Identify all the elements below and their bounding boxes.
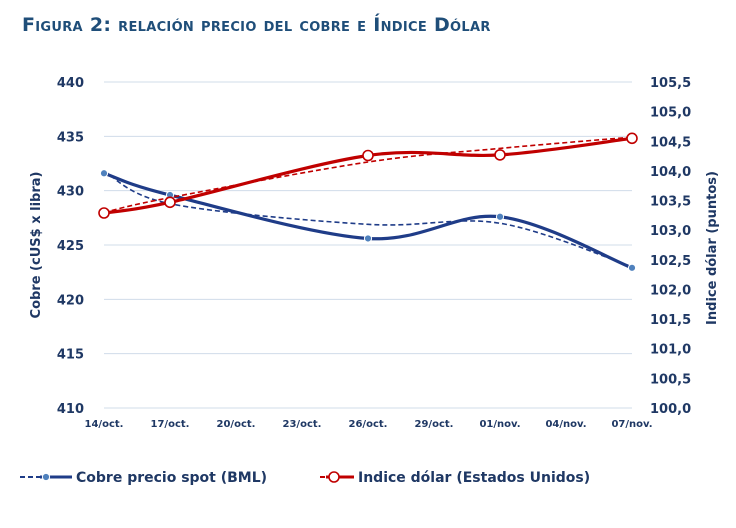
- y2-tick-label: 105,5: [650, 76, 691, 91]
- y-tick-label: 435: [57, 130, 84, 145]
- x-tick-label: 04/nov.: [545, 419, 586, 430]
- cobre-trend-line: [103, 170, 633, 268]
- indice-dolar-data-point: [362, 149, 374, 162]
- x-tick-label: 07/nov.: [611, 419, 652, 430]
- cobre-data-point: [495, 212, 505, 221]
- indice-dolar-data-point: [626, 132, 638, 145]
- y2-axis-title: Indice dólar (puntos): [705, 171, 720, 325]
- legend-item-cobre: Cobre precio spot (BML): [20, 470, 267, 486]
- x-tick-label: 26/oct.: [349, 419, 388, 430]
- x-tick-label: 23/oct.: [283, 419, 322, 430]
- y2-tick-label: 103,0: [650, 224, 691, 239]
- x-tick-label: 29/oct.: [415, 419, 454, 430]
- cobre-data-point: [99, 169, 109, 178]
- legend-label: Indice dólar (Estados Unidos): [358, 470, 590, 486]
- y2-tick-label: 102,5: [650, 254, 691, 269]
- indice-dolar-data-point: [494, 149, 506, 161]
- legend-label: Cobre precio spot (BML): [76, 470, 267, 486]
- x-tick-label: 01/nov.: [479, 419, 520, 430]
- y-axis-title: Cobre (cUS$ x libra): [29, 172, 44, 319]
- y2-tick-label: 100,5: [650, 372, 691, 387]
- indice-dolar-data-point: [164, 196, 176, 209]
- cobre-data-point: [363, 234, 373, 243]
- indice-dolar-trend-line: [103, 136, 633, 214]
- indice-dolar-series-line: [102, 136, 634, 215]
- y-tick-label: 430: [57, 185, 84, 200]
- x-tick-label: 17/oct.: [151, 419, 190, 430]
- y2-tick-label: 101,5: [650, 313, 691, 328]
- y2-tick-label: 104,5: [650, 135, 691, 150]
- chart-title: Figura 2: relación precio del cobre e Ín…: [22, 14, 491, 36]
- y2-tick-label: 103,5: [650, 195, 691, 210]
- y2-tick-label: 102,0: [650, 283, 691, 298]
- cobre-data-point: [627, 263, 637, 272]
- legend-marker: [328, 471, 340, 483]
- y-tick-label: 415: [57, 348, 84, 363]
- y2-tick-label: 104,0: [650, 165, 691, 180]
- y-tick-label: 410: [57, 402, 84, 417]
- y2-tick-label: 105,0: [650, 106, 691, 121]
- y-tick-label: 425: [57, 239, 84, 254]
- x-tick-label: 14/oct.: [85, 419, 124, 430]
- y2-tick-label: 101,0: [650, 343, 691, 358]
- indice-dolar-data-point: [98, 207, 110, 219]
- cobre-series-line: [102, 171, 634, 270]
- y-tick-label: 420: [57, 293, 84, 308]
- y-tick-label: 440: [57, 76, 84, 91]
- y2-tick-label: 100,0: [650, 402, 691, 417]
- legend-marker: [41, 472, 51, 482]
- x-tick-label: 20/oct.: [217, 419, 256, 430]
- legend-item-indice-dolar: Indice dólar (Estados Unidos): [320, 470, 590, 486]
